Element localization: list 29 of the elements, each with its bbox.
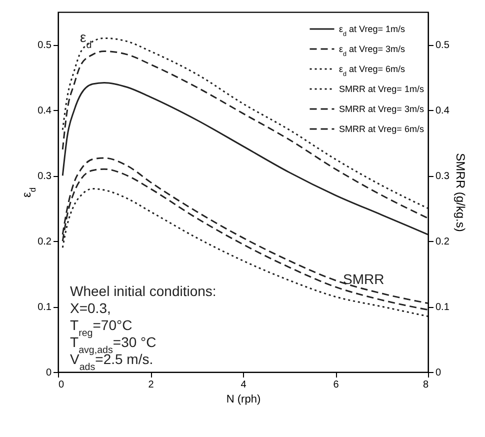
y2-tick-label: 0.2 xyxy=(436,236,450,248)
y-tick-label: 0.1 xyxy=(38,302,52,314)
legend-label: ε$_{d}$ at Vreg= 6m/s xyxy=(339,64,406,78)
y-tick-label: 0.2 xyxy=(38,236,52,248)
legend-label: SMRR at Vreg= 3m/s xyxy=(339,104,424,114)
legend-label: ε$_{d}$ at Vreg= 3m/s xyxy=(339,44,406,58)
annotation: Wheel initial conditions: xyxy=(70,283,216,299)
annotation: X=0.3, xyxy=(70,300,111,316)
annotation: T$_{reg}$=70°C xyxy=(70,317,132,338)
y-tick-label: 0.4 xyxy=(38,106,52,117)
x-tick-label: 2 xyxy=(148,380,154,390)
legend-label: SMRR at Vreg= 1m/s xyxy=(339,84,424,94)
x-tick-label: 0 xyxy=(58,380,64,390)
y-tick-label: 0.3 xyxy=(38,171,52,182)
x-tick-label: 6 xyxy=(333,380,340,390)
legend-label: ε$_{d}$ at Vreg= 1m/s xyxy=(339,24,406,38)
y2-tick-label: 0.5 xyxy=(436,40,450,52)
x-tick-label: 4 xyxy=(240,380,247,390)
y2-tick-label: 0.4 xyxy=(436,106,450,117)
annotation: SMRR xyxy=(343,271,384,287)
y-tick-label: 0 xyxy=(46,368,52,378)
x-tick-label: 8 xyxy=(422,380,429,390)
y2-axis-title: SMRR (g/kg.s) xyxy=(453,153,468,232)
y-tick-label: 0.5 xyxy=(38,40,52,52)
y2-tick-label: 0.1 xyxy=(436,302,450,314)
y2-tick-label: 0 xyxy=(436,368,442,378)
x-axis-title: N (rph) xyxy=(226,394,261,406)
legend-label: SMRR at Vreg= 6m/s xyxy=(339,124,424,134)
y2-tick-label: 0.3 xyxy=(436,171,450,182)
